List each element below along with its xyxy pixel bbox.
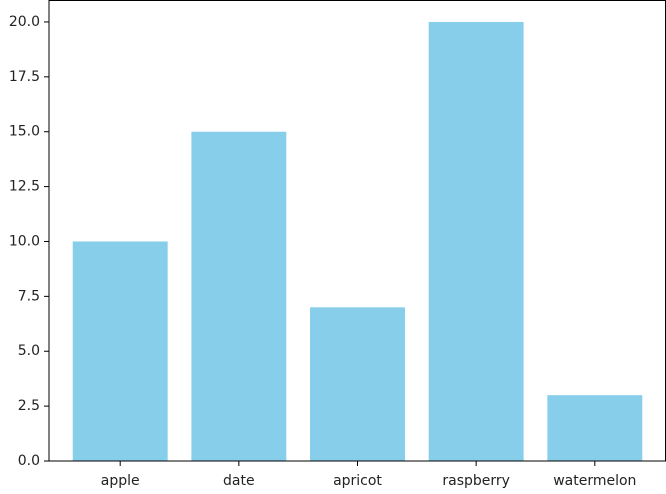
x-tick-label: apple [101,473,140,489]
y-tick-label: 15.0 [9,124,40,140]
bar [191,131,287,461]
y-tick-label: 5.0 [18,343,40,359]
y-tick-label: 10.0 [9,233,40,249]
y-tick-label: 20.0 [9,14,40,30]
bar [310,307,405,461]
x-tick-label: apricot [333,473,382,489]
x-tick-label: watermelon [553,473,636,489]
y-tick-label: 2.5 [18,398,40,414]
bar [72,241,168,461]
y-tick-label: 7.5 [18,288,40,304]
bar [428,21,524,461]
y-tick-label: 12.5 [9,179,40,195]
y-tick-label: 17.5 [9,69,40,85]
x-tick-label: date [223,473,255,489]
bar [547,395,643,461]
y-tick-label: 0.0 [18,453,40,469]
x-tick-label: raspberry [442,473,510,489]
